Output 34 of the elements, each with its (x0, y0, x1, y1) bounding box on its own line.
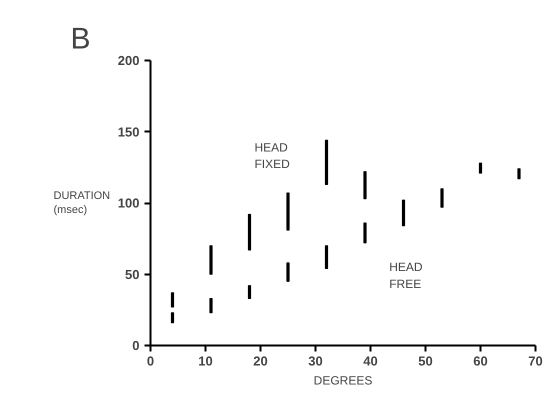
y-tick-label: 0 (132, 338, 140, 353)
x-tick-label: 0 (146, 354, 154, 368)
bar (517, 168, 521, 180)
x-tick-label: 70 (528, 354, 543, 368)
bar (363, 171, 367, 200)
bar (324, 245, 328, 270)
bar (402, 200, 406, 226)
y-tick-label: 200 (118, 53, 140, 68)
bar (478, 162, 482, 174)
y-axis-title: DURATION (msec) (54, 190, 110, 216)
x-tick-label: 20 (253, 354, 268, 368)
series-label: HEAD FIXED (254, 140, 290, 172)
bar (286, 192, 290, 231)
x-tick-label: 10 (198, 354, 213, 368)
chart-title: B (70, 22, 91, 56)
y-tick-label: 150 (118, 124, 140, 140)
y-tick-label: 100 (118, 196, 140, 210)
bar (209, 245, 213, 275)
x-axis-title: DEGREES (314, 374, 372, 388)
y-tick-label: 50 (125, 266, 140, 282)
x-tick-label: 50 (418, 354, 433, 368)
bar (286, 262, 290, 282)
bar (248, 285, 252, 299)
text: HEAD FREE (389, 260, 423, 291)
bar (209, 298, 213, 314)
x-tick-label: 40 (363, 354, 378, 368)
bar (324, 140, 328, 185)
bar (363, 222, 367, 244)
x-tick-label: 30 (308, 354, 323, 368)
bar (248, 214, 252, 251)
bar (170, 292, 174, 308)
bar (440, 188, 444, 208)
x-tick-label: 60 (473, 354, 488, 368)
bar (170, 312, 174, 324)
